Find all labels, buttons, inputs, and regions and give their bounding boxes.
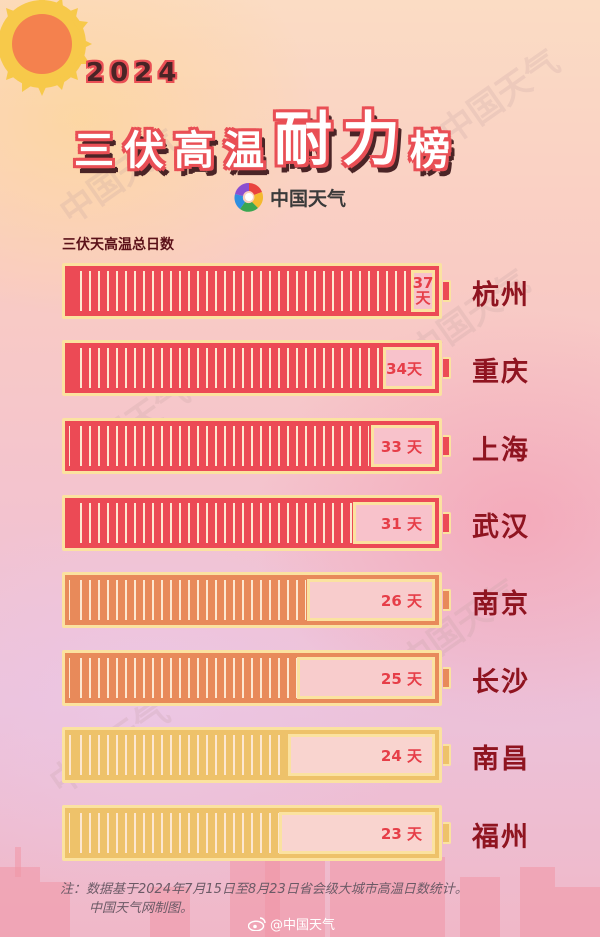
battery-bar: 33 天 xyxy=(62,418,442,474)
bar-value-box: 25 天 xyxy=(297,657,435,699)
bar-fill xyxy=(69,426,369,466)
title-char: 伏 xyxy=(124,128,164,174)
title-char-emphasis: 力 xyxy=(342,105,401,173)
source-note-line2: 中国天气网制图。 xyxy=(89,901,194,916)
bar-fill xyxy=(69,658,297,698)
city-label: 重庆 xyxy=(472,357,530,388)
city-label: 杭州 xyxy=(472,280,530,311)
bar-row-wuhan: 31 天 武汉 xyxy=(62,495,542,551)
bar-value-box: 34天 xyxy=(383,347,435,389)
bar-row-nanjing: 26 天 南京 xyxy=(62,572,542,628)
bar-fill xyxy=(69,348,382,388)
bar-value: 23 天 xyxy=(380,824,422,843)
city-label: 福州 xyxy=(472,822,530,853)
bar-value: 37 天 xyxy=(412,274,434,307)
bar-value: 34天 xyxy=(386,359,422,378)
brand-logo: 中国天气 xyxy=(232,180,346,214)
title-char: 高 xyxy=(174,128,214,174)
battery-cap xyxy=(443,512,451,534)
bar-row-shanghai: 33 天 上海 xyxy=(62,418,542,474)
battery-cap xyxy=(443,589,451,611)
bar-value: 24 天 xyxy=(380,746,422,765)
weibo-icon xyxy=(248,916,266,931)
bar-fill xyxy=(69,503,352,543)
title-char-emphasis: 耐 xyxy=(274,105,333,173)
city-label: 南京 xyxy=(472,589,530,620)
source-note-line1: 注：数据基于2024年7月15日至8月23日省会级大城市高温日数统计。 xyxy=(60,882,468,897)
battery-cap xyxy=(443,357,451,379)
bar-value-box: 31 天 xyxy=(353,502,435,544)
weibo-handle: @中国天气 xyxy=(248,914,335,933)
bar-fill xyxy=(69,271,409,311)
bar-value: 25 天 xyxy=(380,669,422,688)
bar-value: 33 天 xyxy=(380,437,422,456)
page-title: 三 伏 高 温 耐 力 榜 xyxy=(74,92,460,176)
bar-value-box: 26 天 xyxy=(307,579,435,621)
title-char: 三 xyxy=(74,128,114,174)
bar-value: 31 天 xyxy=(380,514,422,533)
battery-bar: 23 天 xyxy=(62,805,442,861)
bar-row-nanchang: 24 天 南昌 xyxy=(62,727,542,783)
bar-row-hangzhou: 37 天 杭州 xyxy=(62,263,542,319)
bar-value-box: 24 天 xyxy=(288,734,435,776)
city-label: 上海 xyxy=(472,435,530,466)
bar-value-box: 23 天 xyxy=(279,812,435,854)
battery-bar: 25 天 xyxy=(62,650,442,706)
bar-row-fuzhou: 23 天 福州 xyxy=(62,805,542,861)
title-year: 2024 xyxy=(86,58,183,88)
weibo-handle-text: @中国天气 xyxy=(270,918,336,933)
city-skyline-decoration xyxy=(0,827,600,937)
battery-cap xyxy=(443,435,451,457)
bar-fill xyxy=(69,580,306,620)
bar-value-box: 37 天 xyxy=(411,270,435,312)
battery-bar: 37 天 xyxy=(62,263,442,319)
bar-value: 26 天 xyxy=(380,591,422,610)
bar-row-chongqing: 34天 重庆 xyxy=(62,340,542,396)
battery-bar: 34天 xyxy=(62,340,442,396)
battery-cap xyxy=(443,280,451,302)
battery-bar: 31 天 xyxy=(62,495,442,551)
sun-icon xyxy=(0,0,92,96)
bar-value-box: 33 天 xyxy=(371,425,435,467)
battery-bar: 26 天 xyxy=(62,572,442,628)
battery-cap xyxy=(443,822,451,844)
title-char: 榜 xyxy=(410,128,451,174)
source-note: 注：数据基于2024年7月15日至8月23日省会级大城市高温日数统计。 中国天气… xyxy=(60,880,468,918)
chart-subtitle: 三伏天高温总日数 xyxy=(62,237,174,253)
brand-name: 中国天气 xyxy=(270,187,347,210)
city-label: 武汉 xyxy=(472,512,530,543)
bar-fill xyxy=(69,735,287,775)
bar-row-changsha: 25 天 长沙 xyxy=(62,650,542,706)
battery-cap xyxy=(443,744,451,766)
city-label: 长沙 xyxy=(472,667,530,698)
china-weather-pinwheel-icon xyxy=(234,182,264,212)
battery-bar: 24 天 xyxy=(62,727,442,783)
bar-fill xyxy=(69,813,279,853)
battery-cap xyxy=(443,667,451,689)
title-char: 温 xyxy=(224,128,264,174)
city-label: 南昌 xyxy=(472,744,530,775)
